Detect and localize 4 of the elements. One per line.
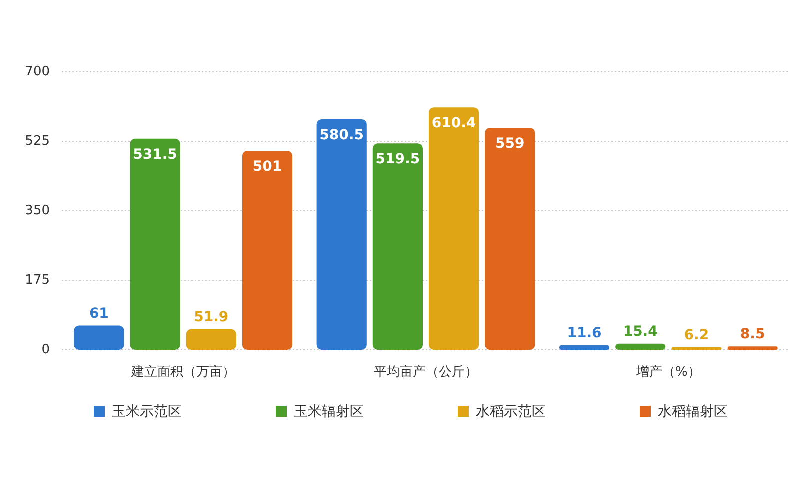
legend-label: 玉米辐射区 (294, 404, 364, 420)
legend-label: 水稻辐射区 (658, 404, 728, 420)
legend-label: 玉米示范区 (112, 404, 182, 420)
legend-label: 水稻示范区 (476, 404, 546, 420)
